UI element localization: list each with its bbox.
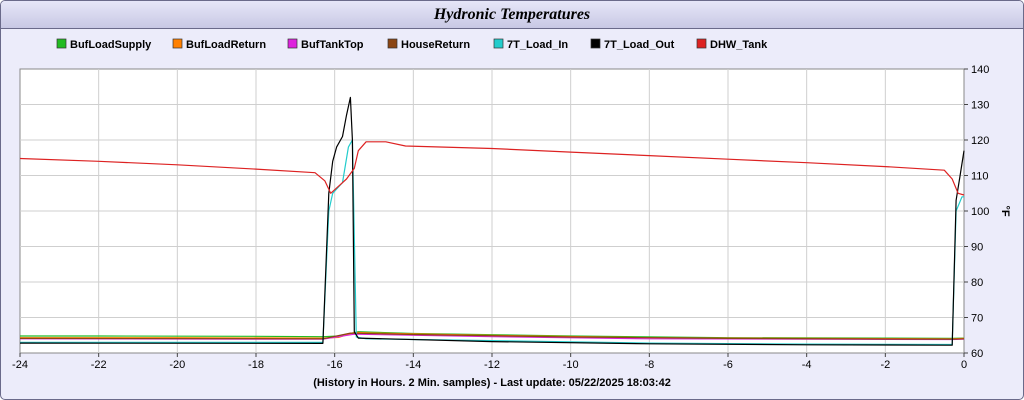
series-line-dhw-tank xyxy=(19,141,965,196)
x-tick-label: -10 xyxy=(563,359,579,371)
legend-swatch-buftanktop xyxy=(287,38,298,49)
x-tick-label: -16 xyxy=(327,359,343,371)
y-tick-label: 130 xyxy=(971,100,989,112)
series-lines xyxy=(19,96,965,346)
y-tick-label: 110 xyxy=(971,171,989,183)
x-tick-label: -18 xyxy=(248,359,264,371)
legend-label-bufloadreturn: BufLoadReturn xyxy=(186,39,266,51)
legend-swatch-dhw-tank xyxy=(696,38,707,49)
x-tick-label: -20 xyxy=(169,359,185,371)
series-line-housereturn xyxy=(19,332,965,340)
legend-swatch-7t-load-in xyxy=(493,38,504,49)
y-tick-label: 140 xyxy=(971,64,989,76)
legend-swatch-housereturn xyxy=(387,38,398,49)
legend-label-7t-load-in: 7T_Load_In xyxy=(507,39,568,51)
x-tick-label: -6 xyxy=(723,359,733,371)
legend-swatch-bufloadsupply xyxy=(56,38,67,49)
y-tick-label: 80 xyxy=(971,277,983,289)
y-tick-label: 120 xyxy=(971,135,989,147)
y-tick-label: 90 xyxy=(971,242,983,254)
legend-swatch-bufloadreturn xyxy=(172,38,183,49)
x-axis: -24 -22 -20 -18 -16 -14 -12 -10 -8 -6 -4 -2 0 xyxy=(12,353,967,371)
x-tick-label: 0 xyxy=(961,359,967,371)
legend-label-housereturn: HouseReturn xyxy=(401,39,470,51)
x-tick-label: -24 xyxy=(12,359,28,371)
x-tick-label: -4 xyxy=(802,359,812,371)
chart-title: Hydronic Temperatures xyxy=(433,6,591,23)
legend-label-7t-load-out: 7T_Load_Out xyxy=(604,39,675,51)
y-tick-label: 100 xyxy=(971,206,989,218)
y-tick-label: 70 xyxy=(971,313,983,325)
x-tick-label: -22 xyxy=(91,359,107,371)
title-bar: Hydronic Temperatures xyxy=(1,1,1023,29)
legend-label-dhw-tank: DHW_Tank xyxy=(710,39,768,51)
series-line-7t-load-out xyxy=(19,96,965,346)
legend-swatch-7t-load-out xyxy=(590,38,601,49)
y-axis-label: °F xyxy=(999,205,1011,216)
y-tick-label: 60 xyxy=(971,348,983,360)
x-tick-label: -12 xyxy=(484,359,500,371)
legend: BufLoadSupply BufLoadReturn BufTankTop Hous… xyxy=(56,38,768,51)
x-tick-label: -8 xyxy=(644,359,654,371)
x-tick-label: -14 xyxy=(405,359,421,371)
x-tick-label: -2 xyxy=(880,359,890,371)
legend-label-buftanktop: BufTankTop xyxy=(301,39,364,51)
legend-label-bufloadsupply: BufLoadSupply xyxy=(70,39,152,51)
x-axis-label: (History in Hours. 2 Min. samples) - Las… xyxy=(313,377,671,389)
y-axis: 60 70 80 90 100 110 120 130 140 xyxy=(964,64,989,360)
grid xyxy=(20,69,964,353)
